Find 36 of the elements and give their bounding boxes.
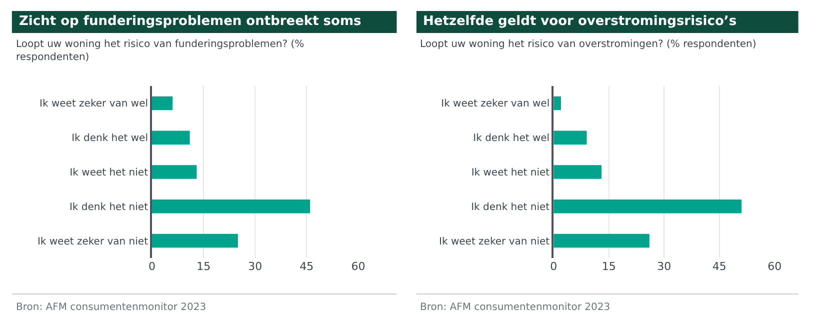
y-tick-label: Ik denk het wel <box>473 133 550 144</box>
x-tick-label: 30 <box>657 260 672 273</box>
chart-subtitle: Loopt uw woning het risico van funderingsproblemen? (% respondenten) <box>16 39 304 63</box>
text: Bron: AFM consumentenmonitor 2023 <box>420 302 610 313</box>
y-tick-label: Ik weet zeker van niet <box>37 236 148 248</box>
y-tick-label: Ik denk het niet <box>69 202 148 213</box>
x-tick-label: 0 <box>550 260 558 273</box>
bar <box>152 200 310 214</box>
chart-subtitle: Loopt uw woning het risico van overstromingen? (% respondenten) <box>420 39 756 50</box>
y-tick-label: Ik denk het wel <box>72 133 148 144</box>
y-tick-label: Ik weet zeker van wel <box>40 98 148 110</box>
chart-title: Hetzelfde geldt voor overstromingsrisico’s <box>423 14 737 29</box>
bar <box>152 96 173 110</box>
y-tick-label: Ik weet het niet <box>70 168 148 178</box>
bar <box>554 234 650 248</box>
bar <box>152 165 197 179</box>
x-tick-label: 45 <box>712 260 726 273</box>
chart-title: Zicht op funderingsproblemen ontbreekt soms <box>19 14 362 29</box>
text: Bron: AFM consumentenmonitor 2023 <box>16 302 206 313</box>
bar <box>554 96 561 110</box>
x-tick-label: 15 <box>196 260 211 273</box>
x-tick-label: 30 <box>248 260 262 273</box>
x-tick-label: 15 <box>602 260 616 273</box>
bar <box>152 234 238 248</box>
x-tick-label: 60 <box>351 260 366 273</box>
x-tick-label: 0 <box>148 260 156 273</box>
bar <box>554 165 602 179</box>
y-tick-label: Ik weet zeker van niet <box>439 236 550 248</box>
bar <box>554 200 742 214</box>
bar <box>554 130 587 144</box>
x-tick-label: 60 <box>768 260 782 273</box>
y-tick-label: Ik weet zeker van wel <box>441 98 550 110</box>
x-tick-label: 45 <box>300 260 314 273</box>
bar <box>152 130 190 144</box>
y-tick-label: Ik weet het niet <box>471 168 550 178</box>
y-tick-label: Ik denk het niet <box>471 202 550 213</box>
